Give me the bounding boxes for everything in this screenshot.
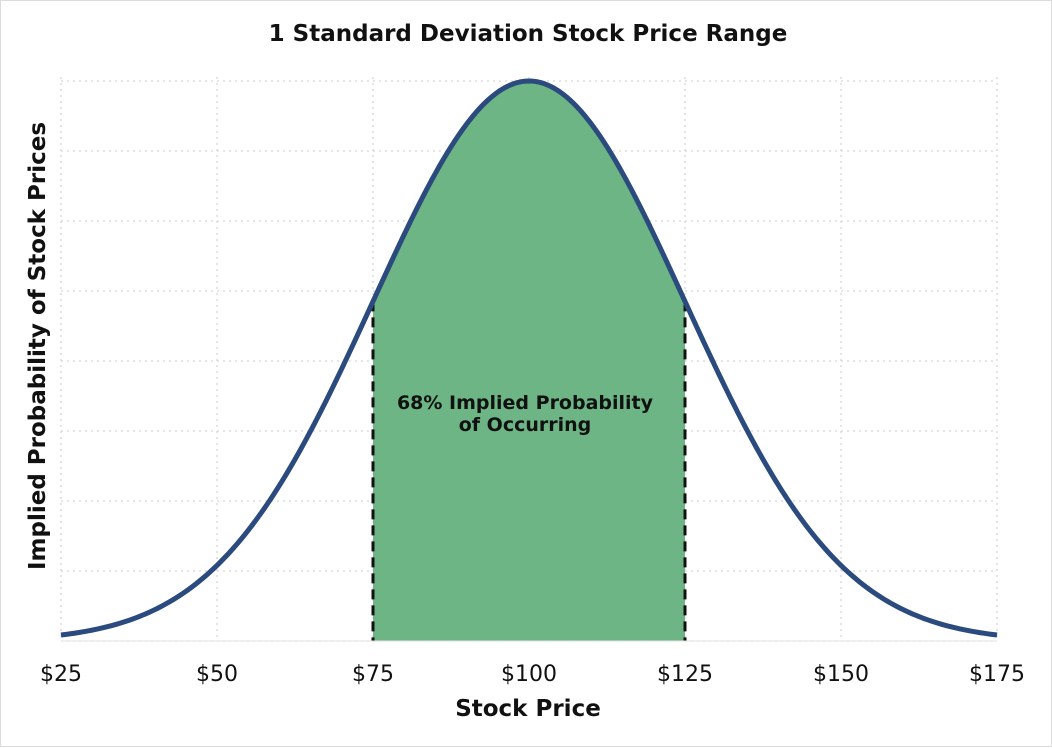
x-tick-labels: $25 $50 $75 $100 $125 $150 $175: [40, 662, 1025, 687]
x-tick-label: $175: [969, 662, 1025, 687]
x-tick-label: $125: [657, 662, 713, 687]
annotation-line-1: 68% Implied Probability: [397, 392, 654, 414]
annotation-line-2: of Occurring: [459, 414, 592, 436]
x-tick-label: $50: [196, 662, 238, 687]
x-tick-label: $25: [40, 662, 82, 687]
y-axis-label: Implied Probability of Stock Prices: [25, 122, 51, 570]
distribution-curve: [60, 78, 998, 638]
x-axis-label: Stock Price: [455, 696, 601, 722]
x-tick-label: $150: [813, 662, 869, 687]
x-tick-label: $100: [501, 662, 557, 687]
x-tick-label: $75: [352, 662, 394, 687]
shaded-probability-area: [373, 81, 685, 641]
chart-title: 1 Standard Deviation Stock Price Range: [269, 21, 788, 47]
